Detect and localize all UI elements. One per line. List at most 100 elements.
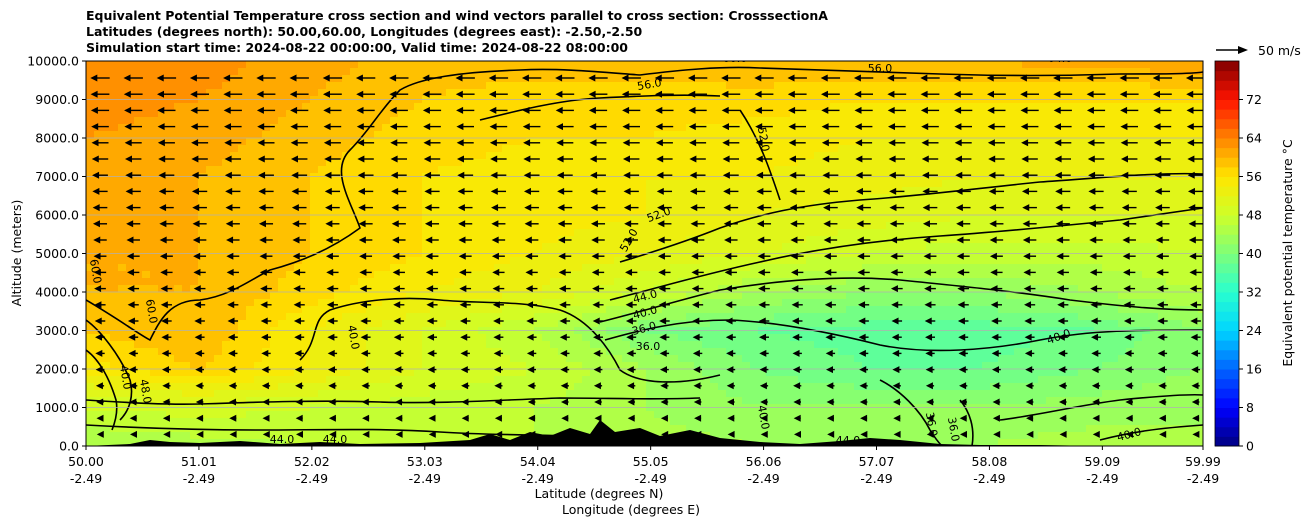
wind-vector (592, 301, 604, 309)
wind-vector (991, 333, 1002, 341)
wind-vector (823, 220, 838, 228)
wind-vector (258, 187, 274, 195)
wind-vector (924, 317, 936, 325)
wind-vector (392, 252, 406, 260)
wind-vector (920, 74, 940, 82)
wind-vector (560, 366, 570, 374)
wind-vector (957, 285, 970, 293)
wind-vector (125, 204, 141, 212)
title-line-2: Latitudes (degrees north): 50.00,60.00, … (86, 24, 643, 39)
wind-vector (1057, 317, 1069, 325)
wind-vector (893, 414, 901, 422)
wind-vector (758, 317, 770, 325)
wind-vector (1187, 171, 1203, 179)
wind-vector (161, 317, 172, 325)
wind-vector (790, 220, 805, 228)
contour-label: 64.0 (1048, 52, 1073, 65)
wind-vector (721, 90, 741, 98)
wind-vector (226, 252, 240, 260)
wind-vector (493, 333, 504, 341)
wind-vector (660, 398, 669, 406)
x-tick-label-lon: -2.49 (747, 471, 779, 486)
wind-vector (857, 285, 870, 293)
x-axis-label-lon: Longitude (degrees E) (562, 502, 700, 517)
wind-vector (191, 171, 208, 179)
wind-vector (987, 123, 1006, 131)
contour-line (86, 319, 133, 421)
contour-label: 44.0 (836, 434, 861, 447)
wind-vector (660, 366, 669, 374)
wind-vector (893, 398, 901, 406)
wind-vector (1156, 285, 1169, 293)
wind-vector (161, 333, 172, 341)
colorbar-segment (1215, 118, 1239, 129)
y-tick-label: 2000.0 (35, 362, 79, 377)
wind-vector (291, 171, 308, 179)
wind-vector (455, 74, 475, 82)
wind-vector (1021, 187, 1038, 195)
wind-vector (556, 171, 573, 179)
colorbar-segment (1215, 215, 1239, 226)
x-tick-label-lon: -2.49 (183, 471, 215, 486)
wind-vector (992, 366, 1001, 374)
wind-vector (1091, 349, 1101, 357)
colorbar-tick-label: 16 (1246, 362, 1262, 377)
wind-vector (659, 333, 670, 341)
wind-vector (594, 398, 602, 406)
wind-vector (224, 155, 242, 163)
wind-vector (1089, 268, 1103, 276)
wind-vector (760, 414, 768, 422)
colorbar-tick-label: 8 (1246, 400, 1254, 415)
wind-vector (1020, 106, 1039, 114)
x-tick-label-lat: 55.05 (633, 454, 669, 469)
wind-vector (559, 333, 570, 341)
wind-vector (1189, 252, 1203, 260)
x-tick-label-lat: 53.03 (407, 454, 443, 469)
wind-vector (724, 236, 738, 244)
wind-vector (293, 268, 306, 276)
wind-vector (261, 382, 271, 390)
colorbar-segment (1215, 320, 1239, 331)
wind-vector (159, 220, 174, 228)
colorbar-label: Equivalent potential temperature °C (1280, 139, 1295, 367)
wind-vector (92, 171, 108, 179)
wind-vector (90, 106, 110, 114)
wind-vector (1122, 236, 1136, 244)
wind-vector (989, 220, 1004, 228)
wind-vector (195, 398, 204, 406)
wind-vector (229, 398, 237, 406)
wind-vector (1158, 398, 1167, 406)
wind-vector (229, 430, 237, 438)
wind-vector (389, 106, 408, 114)
wind-vector (156, 74, 177, 82)
wind-vector (1057, 333, 1068, 341)
wind-vector (1121, 171, 1138, 179)
wind-vector (726, 382, 735, 390)
wind-vector (1154, 187, 1171, 195)
wind-vector (123, 90, 143, 98)
wind-vector (990, 268, 1003, 276)
wind-vector (427, 333, 437, 341)
wind-vector (1090, 317, 1102, 325)
wind-vector (291, 187, 307, 195)
wind-vector (392, 268, 405, 276)
wind-vector (427, 349, 437, 357)
wind-vector (257, 123, 275, 131)
wind-vector (625, 317, 637, 325)
wind-vector (754, 74, 774, 82)
wind-vector (123, 74, 143, 82)
wind-vector (489, 139, 507, 147)
wind-vector (1125, 398, 1133, 406)
wind-vector (890, 236, 904, 244)
wind-vector (125, 187, 141, 195)
wind-vector (1187, 187, 1203, 195)
x-tick-label-lat: 50.00 (68, 454, 104, 469)
wind-vector (987, 90, 1006, 98)
wind-vector (424, 220, 440, 228)
wind-vector (458, 252, 472, 260)
wind-vector (591, 252, 605, 260)
wind-vector (891, 301, 903, 309)
wind-vector (360, 317, 371, 325)
wind-vector (591, 268, 605, 276)
wind-vector (722, 139, 740, 147)
